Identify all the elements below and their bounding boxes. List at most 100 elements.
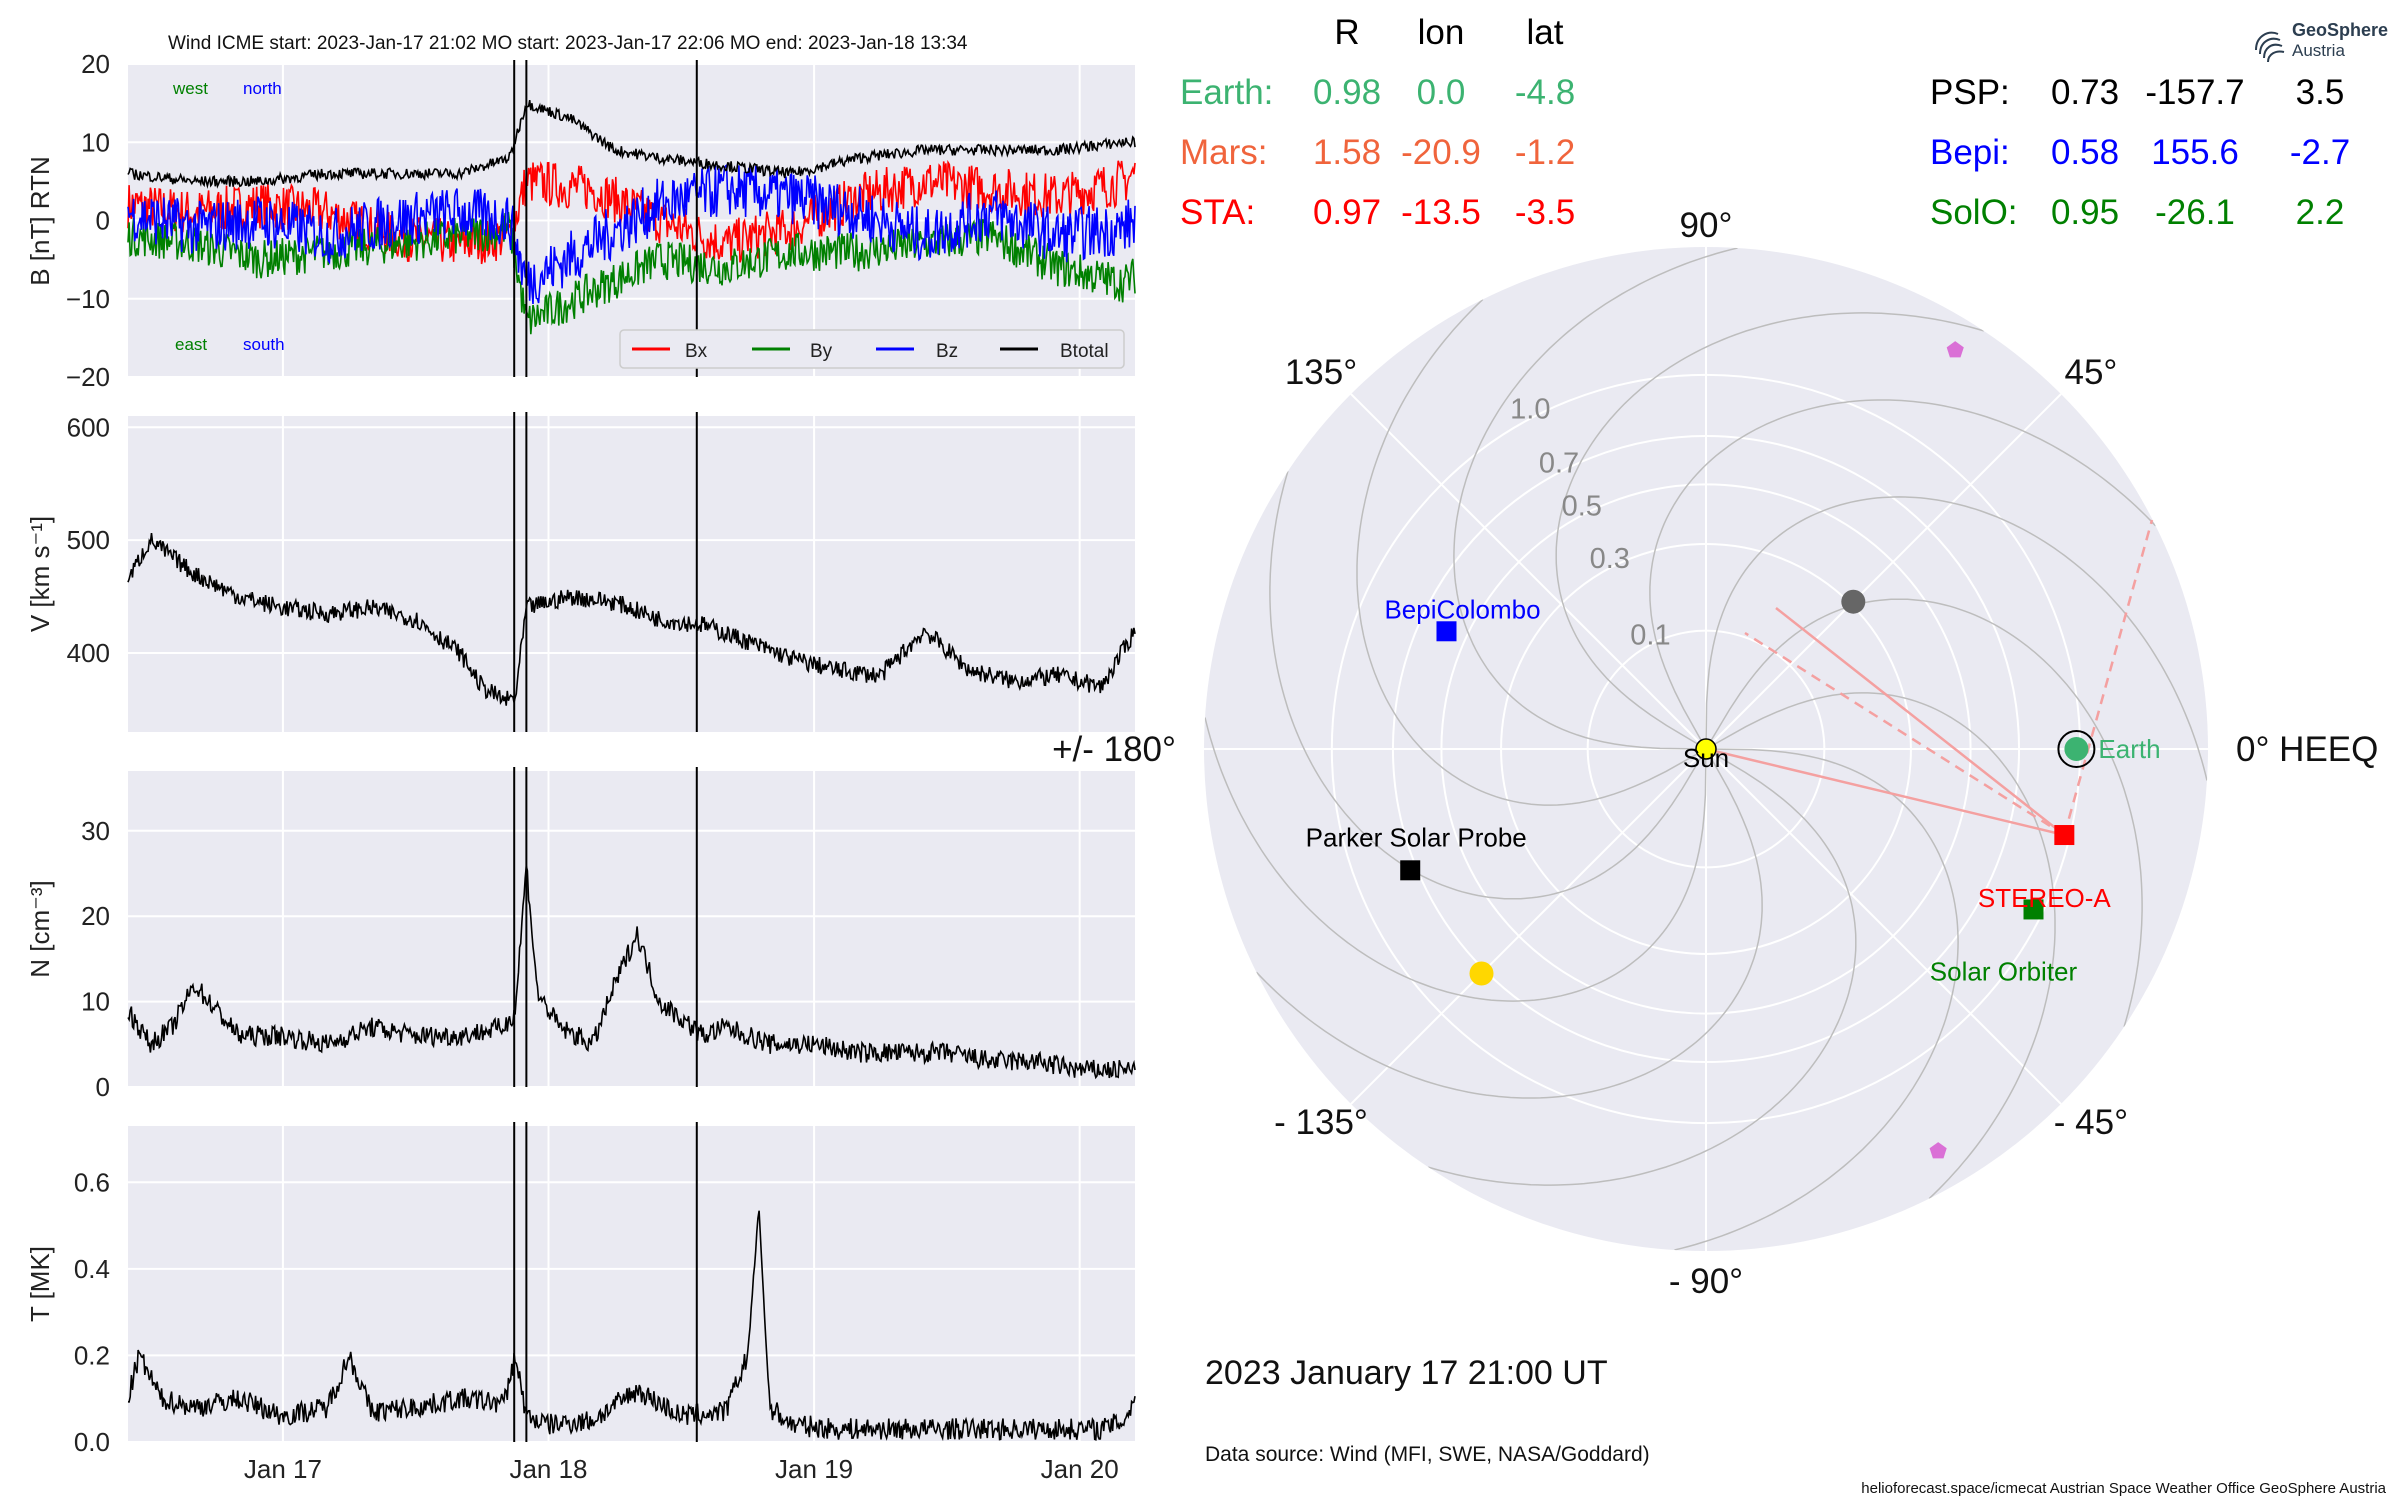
planet-marker: [1469, 961, 1494, 986]
panel-temperature: 0.6 0.4 0.2 0.0 T [MK]: [25, 1122, 1136, 1457]
panel-magnetic-field: 20 10 0 −10 −20 west north east south Bx By …: [25, 49, 1136, 392]
solar-orbiter-marker: [2023, 899, 2044, 920]
table-cell-r: 0.95: [2051, 193, 2119, 232]
legend-label-btotal: Btotal: [1060, 341, 1109, 362]
angle-label: 90°: [1680, 206, 1733, 245]
polar-body-labels: Sun Earth STEREO-A Solar Orbiter BepiColombo…: [1306, 594, 2161, 986]
table-cell-lat: -1.2: [1515, 133, 1575, 172]
sta-fov-lines: [1705, 519, 2154, 837]
pentagon-marker: [1946, 341, 1964, 358]
table-row-name: SolO:: [1930, 193, 2018, 232]
polar-plot: 0.1 0.3 0.5 0.7 1.0 90° 45° 0° HEEQ - 45° - 90° -…: [1052, 206, 2378, 1301]
r-tick-label: 0.3: [1590, 543, 1630, 575]
series-line-n: [127, 865, 1136, 1080]
panel-v-grid: 600 500 400: [67, 412, 1135, 732]
angle-label: 135°: [1285, 353, 1357, 392]
bepicolombo-marker: [1436, 621, 1457, 642]
table-cell-lon: 0.0: [1417, 73, 1466, 112]
panel-n-grid: 30 20 10 0: [81, 771, 1135, 1102]
y-tick-label: 20: [81, 49, 110, 79]
y-tick-label: 400: [67, 638, 110, 668]
table-row-name: Earth:: [1180, 73, 1273, 112]
panel-b-grid: 20 10 0 −10 −20: [66, 49, 1135, 392]
table-cell-lat: -4.8: [1515, 73, 1575, 112]
col-head-lon: lon: [1418, 13, 1465, 52]
sun-marker: [1695, 738, 1717, 760]
x-tick-label: Jan 19: [775, 1454, 853, 1484]
table-cell-lat: 3.5: [2296, 73, 2345, 112]
x-tick-label: Jan 18: [509, 1454, 587, 1484]
polar-angle-labels: 90° 45° 0° HEEQ - 45° - 90° - 135° +/- 180° 135…: [1052, 206, 2378, 1301]
logo-sub: Austria: [2292, 41, 2345, 60]
y-tick-label: 0.0: [74, 1427, 110, 1457]
legend-label-bx: Bx: [685, 341, 708, 362]
panel-t-lines: [127, 1122, 1136, 1442]
earth-marker: [2064, 737, 2089, 761]
panel-b-lines: [127, 60, 1136, 377]
label-north: north: [243, 79, 282, 98]
table-row-name: Mars:: [1180, 133, 1268, 172]
table-row-name: Bepi:: [1930, 133, 2010, 172]
geosphere-logo: GeoSphere Austria: [2255, 20, 2388, 63]
angle-label: - 90°: [1669, 1262, 1743, 1301]
label-earth: Earth: [2098, 734, 2160, 764]
polar-bodies: [1400, 341, 2096, 1159]
y-tick-label: 0: [96, 1072, 110, 1102]
polar-r-ticks: 0.1 0.3 0.5 0.7 1.0: [1510, 394, 1670, 652]
table-cell-lon: -13.5: [1401, 193, 1481, 232]
table-cell-lon: -20.9: [1401, 133, 1481, 172]
position-table: R lon lat Earth: 0.98 0.0 -4.8 Mars: 1.58 -20.…: [1180, 13, 2350, 232]
earth-ring: [2057, 730, 2096, 768]
y-tick-label: 0.2: [74, 1340, 110, 1370]
series-line-t: [127, 1210, 1136, 1442]
label-bepi: BepiColombo: [1384, 594, 1540, 624]
ylabel-t: T [MK]: [25, 1246, 55, 1322]
table-cell-r: 0.97: [1313, 193, 1381, 232]
table-cell-lat: -3.5: [1515, 193, 1575, 232]
panel-density: 30 20 10 0 N [cm⁻³]: [25, 767, 1136, 1102]
y-tick-label: 0.4: [74, 1254, 110, 1284]
r-tick-label: 1.0: [1510, 394, 1550, 426]
legend-label-bz: Bz: [936, 341, 958, 362]
table-right-rows: PSP: 0.73 -157.7 3.5 Bepi: 0.58 155.6 -2.7 SolO:…: [1930, 73, 2350, 232]
angle-label: 45°: [2064, 353, 2117, 392]
legend: Bx By Bz Btotal: [619, 329, 1125, 369]
ylabel-n: N [cm⁻³]: [25, 880, 55, 978]
table-cell-lon: 155.6: [2151, 133, 2239, 172]
legend-label-by: By: [810, 341, 833, 362]
table-cell-lat: 2.2: [2296, 193, 2345, 232]
stereo-a-marker: [2054, 825, 2075, 846]
label-west: west: [172, 79, 208, 98]
table-cell-lon: -157.7: [2145, 73, 2244, 112]
angle-label: - 135°: [1274, 1103, 1368, 1142]
r-tick-label: 0.1: [1630, 620, 1670, 652]
angle-label: - 45°: [2054, 1103, 2128, 1142]
table-left-rows: Earth: 0.98 0.0 -4.8 Mars: 1.58 -20.9 -1.2 STA: 0…: [1180, 73, 1575, 232]
y-tick-label: 500: [67, 525, 110, 555]
label-east: east: [175, 335, 207, 354]
y-tick-label: −10: [66, 284, 110, 314]
r-tick-label: 0.7: [1539, 448, 1579, 480]
x-tick-label: Jan 17: [244, 1454, 322, 1484]
planet-marker: [1841, 589, 1866, 614]
table-cell-r: 1.58: [1313, 133, 1381, 172]
datetime-label: 2023 January 17 21:00 UT: [1205, 1354, 1608, 1392]
label-stereo_a: STEREO-A: [1978, 883, 2112, 913]
panel-speed: 600 500 400 V [km s⁻¹]: [25, 412, 1136, 732]
table-row-name: STA:: [1180, 193, 1255, 232]
y-tick-label: 10: [81, 987, 110, 1017]
parker-spirals: [1204, 247, 2208, 1251]
table-cell-r: 0.73: [2051, 73, 2119, 112]
table-row-name: PSP:: [1930, 73, 2010, 112]
label-psp: Parker Solar Probe: [1306, 822, 1527, 852]
col-head-r: R: [1334, 13, 1359, 52]
r-tick-label: 0.5: [1562, 490, 1602, 522]
y-tick-label: 30: [81, 816, 110, 846]
y-tick-label: 0: [96, 206, 110, 236]
polar-grid: [1204, 247, 2208, 1251]
series-line-v: [127, 533, 1136, 706]
label-sun: Sun: [1683, 743, 1729, 773]
label-solar_orbiter: Solar Orbiter: [1930, 956, 2078, 986]
x-tick-label: Jan 20: [1041, 1454, 1119, 1484]
